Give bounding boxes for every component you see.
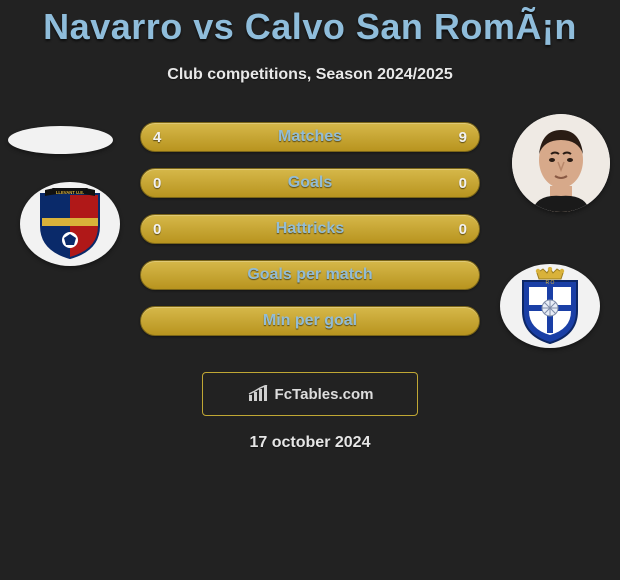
- comparison-panel: LLEVANT U.E.: [0, 122, 620, 372]
- stat-row-goals: 0 Goals 0: [140, 168, 480, 198]
- date-text: 17 october 2024: [0, 434, 620, 452]
- stat-left-value: 0: [153, 215, 161, 243]
- page-title: Navarro vs Calvo San RomÃ¡n: [0, 6, 620, 48]
- stat-label: Goals: [141, 174, 479, 192]
- brand-text: FcTables.com: [275, 386, 374, 403]
- player2-avatar: [512, 114, 610, 212]
- stat-left-value: 0: [153, 169, 161, 197]
- brand-prefix: Fc: [275, 386, 293, 403]
- stat-right-value: 0: [459, 215, 467, 243]
- stat-label: Min per goal: [141, 312, 479, 330]
- stat-label: Matches: [141, 128, 479, 146]
- stat-row-min-per-goal: Min per goal: [140, 306, 480, 336]
- stat-right-value: 0: [459, 169, 467, 197]
- stat-label: Hattricks: [141, 220, 479, 238]
- stat-right-value: 9: [459, 123, 467, 151]
- chart-icon: [247, 385, 269, 403]
- team1-crest: LLEVANT U.E.: [20, 182, 120, 266]
- subtitle: Club competitions, Season 2024/2025: [0, 66, 620, 84]
- brand-rest: Tables.com: [292, 386, 373, 403]
- svg-text:LLEVANT U.E.: LLEVANT U.E.: [56, 190, 84, 195]
- stat-label: Goals per match: [141, 266, 479, 284]
- stat-bars: 4 Matches 9 0 Goals 0 0 Hattricks 0 Goal…: [140, 122, 480, 352]
- svg-text:R O: R O: [546, 280, 555, 286]
- brand-box: FcTables.com: [202, 372, 418, 416]
- player1-avatar: [8, 126, 113, 154]
- team2-crest: R O: [500, 264, 600, 348]
- stat-row-hattricks: 0 Hattricks 0: [140, 214, 480, 244]
- stat-left-value: 4: [153, 123, 161, 151]
- stat-row-goals-per-match: Goals per match: [140, 260, 480, 290]
- stat-row-matches: 4 Matches 9: [140, 122, 480, 152]
